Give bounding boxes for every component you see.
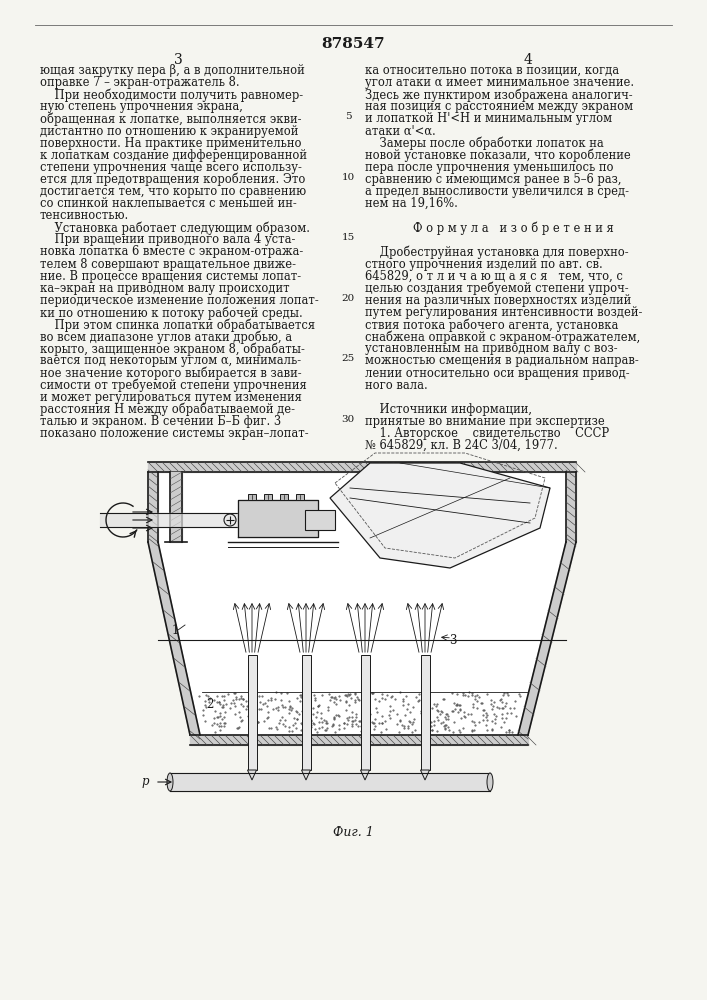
Text: ного вала.: ного вала. (365, 379, 428, 392)
Bar (264, 494, 272, 500)
Text: дистантно по отношению к экранируемой: дистантно по отношению к экранируемой (40, 124, 298, 137)
Text: 878547: 878547 (321, 37, 385, 51)
Text: оправке 7 – экран-отражатель 8.: оправке 7 – экран-отражатель 8. (40, 76, 240, 89)
Text: степени упрочнения чаще всего использу-: степени упрочнения чаще всего использу- (40, 161, 302, 174)
Text: 30: 30 (341, 415, 355, 424)
Text: 20: 20 (341, 294, 355, 303)
Text: нем на 19,16%.: нем на 19,16%. (365, 197, 458, 210)
Polygon shape (148, 542, 200, 735)
Bar (421, 655, 429, 770)
Text: тенсивностью.: тенсивностью. (40, 209, 129, 222)
Text: Установка работает следующим образом.: Установка работает следующим образом. (40, 221, 310, 235)
Text: При этом спинка лопатки обрабатывается: При этом спинка лопатки обрабатывается (40, 318, 315, 332)
Text: ется для предотвращения коробления. Это: ется для предотвращения коробления. Это (40, 173, 305, 186)
Text: ная позиция с расстоянием между экраном: ная позиция с расстоянием между экраном (365, 100, 633, 113)
Polygon shape (238, 500, 318, 537)
Text: угол атаки α имеет минимальное значение.: угол атаки α имеет минимальное значение. (365, 76, 634, 89)
Text: новка лопатка 6 вместе с экраном-отража-: новка лопатка 6 вместе с экраном-отража- (40, 245, 303, 258)
Text: 5: 5 (345, 112, 351, 121)
Text: Источники информации,: Источники информации, (365, 403, 532, 416)
Text: ки по отношению к потоку рабочей среды.: ки по отношению к потоку рабочей среды. (40, 306, 303, 320)
Text: сравнению с имеющимся ранее в 5–6 раз,: сравнению с имеющимся ранее в 5–6 раз, (365, 173, 621, 186)
Bar (305, 510, 335, 530)
Ellipse shape (167, 773, 173, 791)
Polygon shape (158, 472, 566, 735)
Text: и может регулироваться путем изменения: и может регулироваться путем изменения (40, 391, 302, 404)
Text: 15: 15 (341, 233, 355, 242)
Polygon shape (301, 770, 310, 780)
Text: ствия потока рабочего агента, установка: ствия потока рабочего агента, установка (365, 318, 619, 332)
Text: к лопаткам создание дифференцированной: к лопаткам создание дифференцированной (40, 149, 307, 162)
Text: Дробеструйная установка для поверхно-: Дробеструйная установка для поверхно- (365, 245, 629, 259)
Text: № 645829, кл. В 24С 3/04, 1977.: № 645829, кл. В 24С 3/04, 1977. (365, 439, 558, 452)
Text: снабжена оправкой с экраном-отражателем,: снабжена оправкой с экраном-отражателем, (365, 330, 641, 344)
Text: стного упрочнения изделий по авт. св.: стного упрочнения изделий по авт. св. (365, 258, 603, 271)
Polygon shape (518, 542, 576, 735)
Text: и лопаткой H'<H и минимальным углом: и лопаткой H'<H и минимальным углом (365, 112, 612, 125)
Text: поверхности. На практике применительно: поверхности. На практике применительно (40, 137, 301, 150)
Text: можностью смещения в радиальном направ-: можностью смещения в радиальном направ- (365, 354, 638, 367)
Text: корыто, защищенное экраном 8, обрабаты-: корыто, защищенное экраном 8, обрабаты- (40, 342, 305, 356)
Bar (247, 655, 257, 770)
Bar (280, 494, 288, 500)
Polygon shape (361, 770, 370, 780)
Polygon shape (421, 770, 429, 780)
Text: симости от требуемой степени упрочнения: симости от требуемой степени упрочнения (40, 379, 307, 392)
Text: достигается тем, что корыто по сравнению: достигается тем, что корыто по сравнению (40, 185, 306, 198)
Text: атаки α'<α.: атаки α'<α. (365, 124, 436, 137)
Text: путем регулирования интенсивности воздей-: путем регулирования интенсивности воздей… (365, 306, 643, 319)
Text: Фиг. 1: Фиг. 1 (332, 826, 373, 838)
Ellipse shape (487, 773, 493, 791)
Text: ную степень упрочнения экрана,: ную степень упрочнения экрана, (40, 100, 243, 113)
Text: принятые во внимание при экспертизе: принятые во внимание при экспертизе (365, 415, 604, 428)
Text: талью и экраном. В сечении Б–Б фиг. 3: талью и экраном. В сечении Б–Б фиг. 3 (40, 415, 281, 428)
Text: При необходимости получить равномер-: При необходимости получить равномер- (40, 88, 303, 102)
Text: p: p (141, 776, 148, 788)
Text: ное значение которого выбирается в зави-: ное значение которого выбирается в зави- (40, 366, 302, 380)
Text: 10: 10 (341, 173, 355, 182)
Text: Замеры после обработки лопаток на: Замеры после обработки лопаток на (365, 137, 604, 150)
Text: показано положение системы экран–лопат-: показано положение системы экран–лопат- (40, 427, 309, 440)
Bar (361, 655, 370, 770)
Polygon shape (247, 770, 257, 780)
Text: ка относительно потока в позиции, когда: ка относительно потока в позиции, когда (365, 64, 619, 77)
Text: Ф о р м у л а   и з о б р е т е н и я: Ф о р м у л а и з о б р е т е н и я (413, 221, 614, 235)
Text: пера после упрочнения уменьшилось по: пера после упрочнения уменьшилось по (365, 161, 614, 174)
Text: ние. В процессе вращения системы лопат-: ние. В процессе вращения системы лопат- (40, 270, 301, 283)
Text: периодическое изменение положения лопат-: периодическое изменение положения лопат- (40, 294, 319, 307)
Text: 645829, о т л и ч а ю щ а я с я   тем, что, с: 645829, о т л и ч а ю щ а я с я тем, что… (365, 270, 623, 283)
Text: 3: 3 (449, 634, 457, 647)
Text: лении относительно оси вращения привод-: лении относительно оси вращения привод- (365, 366, 630, 379)
Text: новой установке показали, что коробление: новой установке показали, что коробление (365, 149, 631, 162)
Text: При вращении приводного вала 4 уста-: При вращении приводного вала 4 уста- (40, 233, 296, 246)
Text: ка–экран на приводном валу происходит: ка–экран на приводном валу происходит (40, 282, 290, 295)
Polygon shape (330, 463, 550, 568)
Text: во всем диапазоне углов атаки дробью, а: во всем диапазоне углов атаки дробью, а (40, 330, 292, 344)
Text: 1. Авторское    свидетельство    СССР: 1. Авторское свидетельство СССР (365, 427, 609, 440)
Text: установленным на приводном валу с воз-: установленным на приводном валу с воз- (365, 342, 618, 355)
Text: со спинкой наклепывается с меньшей ин-: со спинкой наклепывается с меньшей ин- (40, 197, 297, 210)
Text: 25: 25 (341, 354, 355, 363)
Text: ющая закрутку пера β, а в дополнительной: ющая закрутку пера β, а в дополнительной (40, 64, 305, 77)
Text: телем 8 совершают вращательное движе-: телем 8 совершают вращательное движе- (40, 258, 296, 271)
Text: а предел выносливости увеличился в сред-: а предел выносливости увеличился в сред- (365, 185, 629, 198)
Text: расстояния H между обрабатываемой де-: расстояния H между обрабатываемой де- (40, 403, 295, 416)
Text: вается под некоторым углом α, минималь-: вается под некоторым углом α, минималь- (40, 354, 301, 367)
Text: 1: 1 (171, 624, 179, 637)
Text: обращенная к лопатке, выполняется экви-: обращенная к лопатке, выполняется экви- (40, 112, 301, 126)
Text: 2: 2 (206, 698, 214, 712)
Text: 3: 3 (174, 53, 182, 67)
Text: нения на различных поверхностях изделий: нения на различных поверхностях изделий (365, 294, 631, 307)
Bar (248, 494, 256, 500)
Bar (296, 494, 304, 500)
Text: целью создания требуемой степени упроч-: целью создания требуемой степени упроч- (365, 282, 629, 295)
Text: Здесь же пунктиром изображена аналогич-: Здесь же пунктиром изображена аналогич- (365, 88, 633, 102)
Text: 4: 4 (524, 53, 532, 67)
Bar (301, 655, 310, 770)
